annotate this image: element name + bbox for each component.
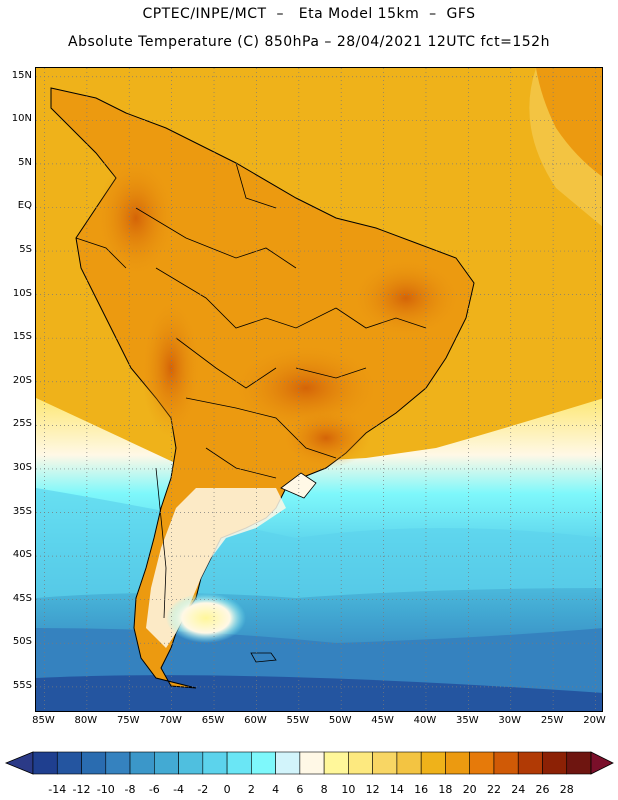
lon-tick-label: 45W (371, 715, 394, 726)
colorbar-swatch (493, 751, 519, 775)
lat-tick-label: EQ (17, 200, 32, 212)
falkland-islands (250, 652, 277, 663)
lat-tick-label: 45S (12, 592, 32, 604)
lat-tick-label: 40S (12, 549, 32, 561)
colorbar-tick-label: 2 (247, 783, 255, 796)
lon-tick-label: 30W (498, 715, 522, 726)
colorbar-max-arrow (590, 751, 614, 775)
lat-tick-label: 5S (19, 244, 32, 256)
lat-tick-label: 25S (12, 418, 32, 430)
colorbar-swatch (202, 751, 228, 775)
colorbar-tick-label: -2 (197, 783, 209, 796)
colorbar-swatch (348, 751, 373, 775)
lat-tick-label: 50S (12, 636, 32, 648)
colorbar-tick-label: 16 (414, 783, 429, 796)
colorbar-swatch (323, 751, 349, 775)
lon-tick-label: 65W (201, 715, 225, 726)
colorbar-swatch (178, 751, 204, 775)
lon-tick-label: 40W (413, 715, 437, 726)
lon-tick-label: 85W (32, 715, 55, 726)
colorbar-tick-label: 24 (511, 783, 526, 796)
lon-tick-label: 50W (328, 715, 352, 726)
colorbar-swatch (542, 751, 568, 775)
colorbar-tick-label: 20 (462, 783, 477, 796)
colorbar-tick-label: -6 (148, 783, 160, 796)
colorbar-tick-label: -10 (96, 783, 115, 796)
lon-tick-label: 75W (116, 715, 140, 726)
rio-de-la-plata (280, 472, 317, 499)
lat-tick-label: 15S (12, 331, 32, 343)
map-gridlines (36, 68, 602, 711)
colorbar-swatch (129, 751, 155, 775)
colorbar-tick-label: 12 (365, 783, 380, 796)
colorbar-tick-label: 4 (272, 783, 280, 796)
colorbar-tick-label: 18 (438, 783, 453, 796)
lat-tick-label: 10N (11, 113, 32, 125)
lat-tick-label: 30S (12, 461, 32, 473)
colorbar-swatch (372, 751, 398, 775)
patagonia-warm-patch (166, 593, 246, 643)
lon-tick-label: 20W (583, 715, 606, 726)
colorbar-swatch (275, 751, 301, 775)
colorbar-min-arrow (4, 751, 34, 775)
colorbar-tick-label: -4 (173, 783, 185, 796)
lon-tick-label: 80W (74, 715, 98, 726)
colorbar-swatch (469, 751, 495, 775)
colorbar-swatch (32, 751, 58, 775)
lat-tick-label: 15N (11, 69, 32, 81)
country-borders (75, 162, 427, 619)
hot-ne-brazil (351, 258, 461, 338)
colorbar-swatch (251, 751, 276, 775)
colorbar-tick-label: 8 (320, 783, 328, 796)
warm-ne-corner (536, 68, 602, 177)
colorbar-swatch (226, 751, 252, 775)
colorbar-tick-label: 6 (296, 783, 304, 796)
map-canvas (36, 68, 602, 711)
colorbar-tick-label: -8 (124, 783, 136, 796)
lon-tick-label: 60W (244, 715, 267, 726)
colorbar-tick-label: 22 (486, 783, 501, 796)
colorbar-tick-label: 28 (559, 783, 574, 796)
chart-title: CPTEC/INPE/MCT – Eta Model 15km – GFS (142, 6, 476, 22)
hot-andes-north (96, 158, 176, 278)
colorbar-swatch (105, 751, 131, 775)
lat-tick-label: 35S (12, 505, 32, 517)
colorbar-swatch (420, 751, 446, 775)
lat-tick-label: 10S (12, 287, 32, 299)
lon-tick-label: 25W (540, 715, 564, 726)
colorbar-swatch (56, 751, 82, 775)
colorbar-tick-label: -12 (72, 783, 91, 796)
colorbar-swatch (445, 751, 470, 775)
colorbar-swatch (299, 751, 325, 775)
colorbar-swatch (396, 751, 422, 775)
colorbar-swatch (81, 751, 107, 775)
lat-tick-label: 55S (12, 679, 32, 691)
colorbar-tick-label: -14 (48, 783, 67, 796)
colorbar-tick-label: 10 (341, 783, 356, 796)
colorbar-tick-label: 14 (389, 783, 404, 796)
temperature-map (35, 67, 603, 712)
lat-tick-label: 20S (12, 374, 32, 386)
lon-tick-label: 55W (286, 715, 310, 726)
lat-tick-label: 5N (18, 156, 32, 168)
colorbar-swatch (154, 751, 179, 775)
colorbar-swatch (517, 751, 543, 775)
colorbar (4, 751, 614, 775)
lon-tick-label: 35W (456, 715, 479, 726)
colorbar-swatch (566, 751, 592, 775)
hot-andes-central (141, 298, 201, 438)
hot-paraguay (281, 408, 371, 468)
colorbar-tick-label: 26 (535, 783, 550, 796)
chart-subtitle: Absolute Temperature (C) 850hPa – 28/04/… (68, 34, 550, 50)
lon-tick-label: 70W (159, 715, 182, 726)
colorbar-tick-label: 0 (223, 783, 231, 796)
